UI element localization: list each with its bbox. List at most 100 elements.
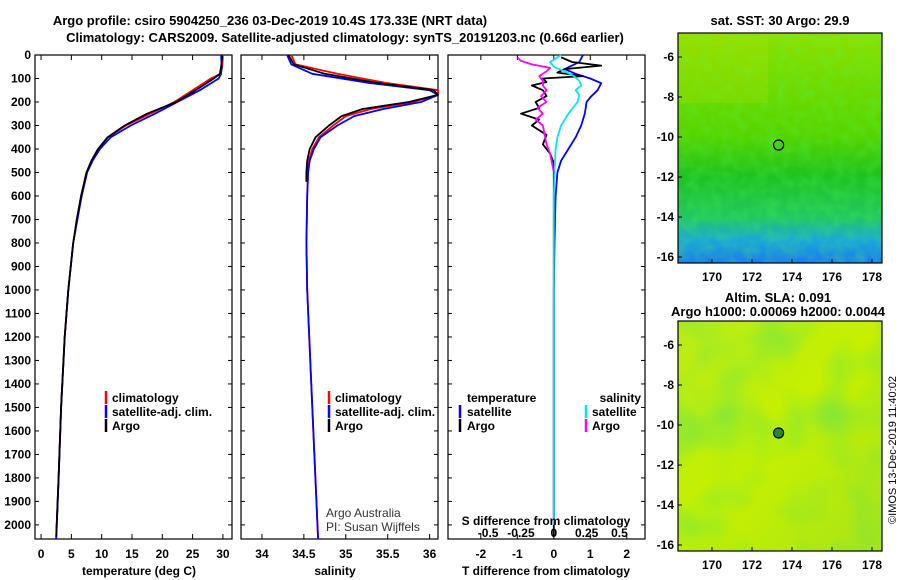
legend-satellite-adj: satellite-adj. clim. bbox=[112, 405, 212, 419]
series-argo bbox=[288, 55, 439, 182]
series-climatology bbox=[290, 54, 439, 540]
footer-timestamp: ©IMOS 13-Dec-2019 11:40:02 bbox=[887, 376, 899, 524]
legend-temperature-heading: temperature bbox=[467, 391, 537, 405]
depth-axis: 0 100 200 300 400 500 600 700 800 900 1000 1100 1200… bbox=[4, 48, 645, 532]
map-x-tick-label: 176 bbox=[822, 270, 842, 284]
x-tick-label: 10 bbox=[95, 547, 109, 561]
x-tick-label: 36 bbox=[423, 547, 437, 561]
map-x-tick-label: 174 bbox=[782, 270, 802, 284]
depth-tick-label: 100 bbox=[11, 71, 31, 85]
x-tick-label: -2 bbox=[475, 547, 486, 561]
depth-tick-label: 1600 bbox=[4, 424, 31, 438]
difference-series bbox=[516, 54, 603, 537]
legend-s-argo: Argo bbox=[592, 419, 620, 433]
difference-legend: temperature satellite Argo salinity sate… bbox=[458, 391, 641, 433]
x-tick-label: 0 bbox=[38, 547, 45, 561]
depth-tick-label: 800 bbox=[11, 236, 31, 250]
difference-panel bbox=[447, 54, 646, 540]
credit-line-2: PI: Susan Wijffels bbox=[326, 520, 420, 534]
depth-tick-label: 1800 bbox=[4, 471, 31, 485]
s-diff-tick-label: -0.5 bbox=[478, 526, 499, 540]
map-y-tick-label: -8 bbox=[663, 378, 674, 392]
x-tick-label: 0 bbox=[550, 547, 557, 561]
depth-tick-label: 2000 bbox=[4, 518, 31, 532]
depth-tick-label: 1900 bbox=[4, 494, 31, 508]
sst-map-title: sat. SST: 30 Argo: 29.9 bbox=[711, 13, 850, 28]
map-x-tick-label: 176 bbox=[822, 558, 842, 572]
series-satellite-adj-clim bbox=[286, 54, 439, 540]
depth-tick-label: 1200 bbox=[4, 330, 31, 344]
sst-float-marker bbox=[772, 139, 785, 151]
depth-tick-label: 1000 bbox=[4, 283, 31, 297]
legend-t-argo: Argo bbox=[467, 419, 495, 433]
salinity-panel bbox=[240, 54, 439, 540]
depth-tick-label: 700 bbox=[11, 212, 31, 226]
sla-map-axes: 170 172 174 176 178 -6 -8 -10 -12 -14 -16 bbox=[657, 338, 883, 572]
legend-s-satellite: satellite bbox=[592, 405, 637, 419]
map-y-tick-label: -14 bbox=[657, 498, 675, 512]
sla-map-title: Altim. SLA: 0.091 bbox=[725, 290, 831, 305]
x-tick-label: 15 bbox=[125, 547, 139, 561]
map-x-tick-label: 174 bbox=[782, 558, 802, 572]
map-y-tick-label: -6 bbox=[663, 50, 674, 64]
x-tick-label: 20 bbox=[156, 547, 170, 561]
salinity-x-ticks: 34 34.5 35 35.5 36 bbox=[255, 55, 437, 561]
x-tick-label: 1 bbox=[587, 547, 594, 561]
map-y-tick-label: -16 bbox=[657, 250, 675, 264]
legend-climatology: climatology bbox=[335, 391, 402, 405]
series-satellite-adj-clim bbox=[55, 54, 223, 540]
depth-tick-label: 1300 bbox=[4, 353, 31, 367]
series-salinity-argo bbox=[516, 56, 555, 173]
title-line-1: Argo profile: csiro 5904250_236 03-Dec-2… bbox=[53, 13, 487, 28]
credit-line-1: Argo Australia bbox=[326, 506, 401, 520]
x-tick-label: 2 bbox=[623, 547, 630, 561]
series-argo bbox=[55, 55, 224, 537]
map-y-tick-label: -10 bbox=[657, 418, 675, 432]
legend-argo: Argo bbox=[335, 419, 363, 433]
salinity-xlabel: salinity bbox=[314, 564, 356, 578]
depth-tick-label: 500 bbox=[11, 165, 31, 179]
sla-float-marker bbox=[772, 427, 785, 439]
series-salinity-satellite bbox=[549, 54, 583, 525]
temperature-series bbox=[55, 54, 224, 540]
map-x-tick-label: 178 bbox=[862, 558, 882, 572]
title-line-2: Climatology: CARS2009. Satellite-adjuste… bbox=[66, 30, 624, 45]
map-y-tick-label: -10 bbox=[657, 130, 675, 144]
map-y-tick-label: -6 bbox=[663, 338, 674, 352]
s-diff-tick-label: 0.5 bbox=[611, 526, 628, 540]
depth-tick-label: 1500 bbox=[4, 400, 31, 414]
depth-tick-label: 300 bbox=[11, 118, 31, 132]
map-y-tick-label: -12 bbox=[657, 170, 675, 184]
map-x-tick-label: 172 bbox=[742, 558, 762, 572]
depth-tick-label: 1100 bbox=[5, 306, 31, 320]
legend-t-satellite: satellite bbox=[467, 405, 512, 419]
x-tick-label: 34 bbox=[255, 547, 269, 561]
sst-map-frame bbox=[677, 32, 883, 264]
series-climatology bbox=[55, 54, 224, 540]
x-tick-label: 30 bbox=[216, 547, 230, 561]
depth-tick-label: 600 bbox=[11, 189, 31, 203]
sla-map-subtitle: Argo h1000: 0.00069 h2000: 0.0044 bbox=[671, 304, 886, 319]
difference-top-label: S difference from climatology bbox=[462, 514, 631, 528]
sla-map-frame bbox=[677, 320, 883, 552]
x-tick-label: -1 bbox=[512, 547, 523, 561]
map-y-tick-label: -12 bbox=[657, 458, 675, 472]
depth-tick-label: 200 bbox=[11, 95, 31, 109]
map-y-tick-label: -16 bbox=[657, 538, 675, 552]
map-y-tick-label: -8 bbox=[663, 90, 674, 104]
salinity-legend: climatology satellite-adj. clim. Argo bbox=[327, 391, 435, 433]
map-x-tick-label: 178 bbox=[862, 270, 882, 284]
map-x-tick-label: 170 bbox=[702, 558, 722, 572]
x-tick-label: 5 bbox=[68, 547, 75, 561]
x-tick-label: 25 bbox=[186, 547, 200, 561]
depth-tick-label: 1400 bbox=[4, 377, 31, 391]
x-tick-label: 35.5 bbox=[376, 547, 400, 561]
depth-tick-label: 900 bbox=[11, 259, 31, 273]
map-x-tick-label: 170 bbox=[702, 270, 722, 284]
s-diff-tick-label: 0.25 bbox=[575, 526, 599, 540]
salinity-series bbox=[286, 54, 439, 540]
sst-map-axes: 170 172 174 176 178 -6 -8 -10 -12 -14 -16 bbox=[657, 50, 883, 284]
legend-climatology: climatology bbox=[112, 391, 179, 405]
map-y-tick-label: -14 bbox=[657, 210, 675, 224]
